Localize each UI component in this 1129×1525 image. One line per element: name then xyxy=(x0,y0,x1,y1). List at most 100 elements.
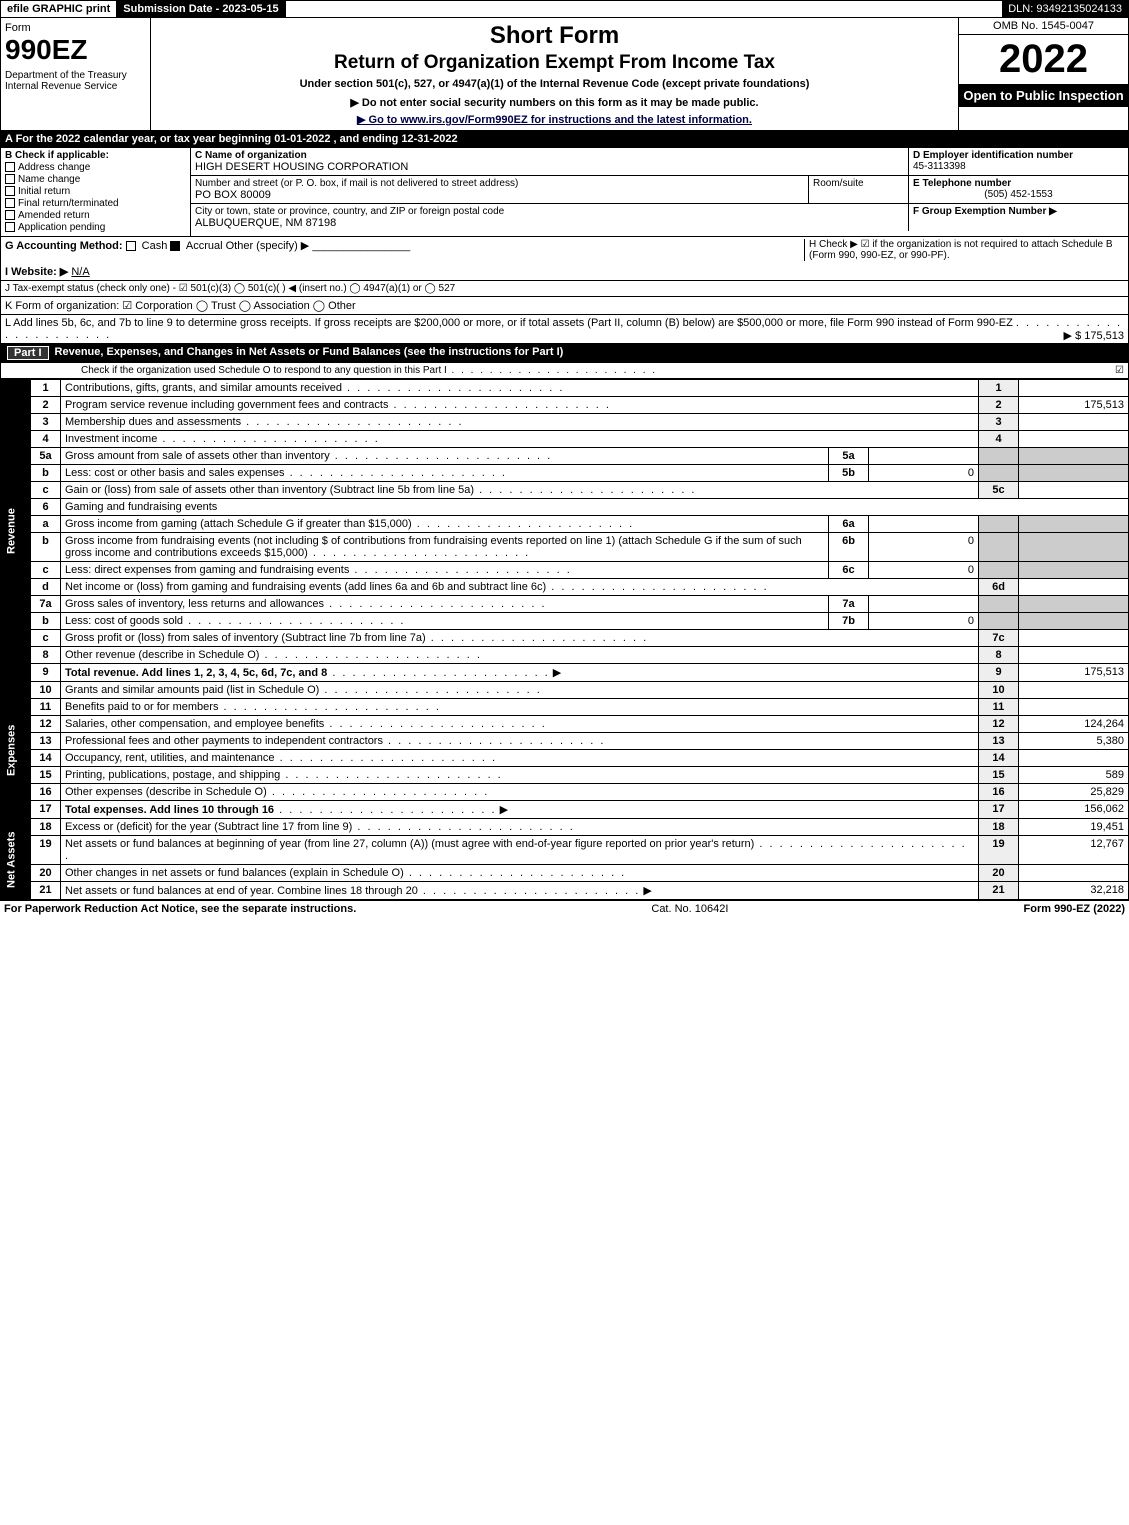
checkbox-icon[interactable] xyxy=(5,210,15,220)
sub-box: 5b xyxy=(829,465,869,482)
checkbox-icon[interactable] xyxy=(5,186,15,196)
line-box: 17 xyxy=(979,801,1019,819)
table-row: 3Membership dues and assessments3 xyxy=(1,414,1129,431)
chk-address: Address change xyxy=(5,162,186,173)
line-desc: Net income or (loss) from gaming and fun… xyxy=(61,579,979,596)
line-number: 13 xyxy=(31,733,61,750)
form-title-block: Short Form Return of Organization Exempt… xyxy=(151,18,958,130)
tax-year: 2022 xyxy=(959,35,1128,84)
line-l-amount: ▶ $ 175,513 xyxy=(1064,329,1124,342)
col-b-label: B Check if applicable: xyxy=(5,150,109,161)
checkbox-icon[interactable] xyxy=(5,198,15,208)
street-value: PO BOX 80009 xyxy=(195,189,804,201)
table-row: cGain or (loss) from sale of assets othe… xyxy=(1,482,1129,499)
checkbox-icon[interactable] xyxy=(5,174,15,184)
irs-link[interactable]: ▶ Go to www.irs.gov/Form990EZ for instru… xyxy=(357,114,752,126)
checkbox-icon[interactable] xyxy=(126,241,136,251)
section-label: Revenue xyxy=(1,380,31,682)
sub-amount xyxy=(869,448,979,465)
line-number: c xyxy=(31,562,61,579)
line-number: b xyxy=(31,533,61,562)
line-box: 3 xyxy=(979,414,1019,431)
line-box: 16 xyxy=(979,784,1019,801)
grey-cell xyxy=(979,533,1019,562)
grey-cell xyxy=(1019,516,1129,533)
line-box: 8 xyxy=(979,647,1019,664)
tel-value: (505) 452-1553 xyxy=(913,189,1124,200)
line-desc: Total revenue. Add lines 1, 2, 3, 4, 5c,… xyxy=(61,664,979,682)
line-box: 10 xyxy=(979,682,1019,699)
line-box: 19 xyxy=(979,836,1019,865)
line-amount: 156,062 xyxy=(1019,801,1129,819)
line-number: 5a xyxy=(31,448,61,465)
grey-cell xyxy=(979,596,1019,613)
line-amount xyxy=(1019,630,1129,647)
table-row: 5aGross amount from sale of assets other… xyxy=(1,448,1129,465)
line-number: 11 xyxy=(31,699,61,716)
chk-final: Final return/terminated xyxy=(5,198,186,209)
footer-left: For Paperwork Reduction Act Notice, see … xyxy=(4,903,356,915)
table-row: Revenue1Contributions, gifts, grants, an… xyxy=(1,380,1129,397)
form-meta-block: OMB No. 1545-0047 2022 Open to Public In… xyxy=(958,18,1128,130)
line-number: 10 xyxy=(31,682,61,699)
line-amount: 25,829 xyxy=(1019,784,1129,801)
line-amount: 19,451 xyxy=(1019,819,1129,836)
line-number: a xyxy=(31,516,61,533)
line-desc: Benefits paid to or for members xyxy=(61,699,979,716)
line-number: c xyxy=(31,482,61,499)
line-number: 14 xyxy=(31,750,61,767)
goto-link[interactable]: ▶ Go to www.irs.gov/Form990EZ for instru… xyxy=(155,113,954,126)
line-box: 6d xyxy=(979,579,1019,596)
line-desc: Gross sales of inventory, less returns a… xyxy=(61,596,829,613)
efile-print[interactable]: efile GRAPHIC print xyxy=(1,1,117,17)
open-to-public: Open to Public Inspection xyxy=(959,84,1128,107)
line-box: 15 xyxy=(979,767,1019,784)
section-bcdef: B Check if applicable: Address change Na… xyxy=(0,148,1129,237)
line-number: c xyxy=(31,630,61,647)
line-amount xyxy=(1019,579,1129,596)
line-desc: Program service revenue including govern… xyxy=(61,397,979,414)
line-number: 3 xyxy=(31,414,61,431)
part1-header: Part I Revenue, Expenses, and Changes in… xyxy=(0,344,1129,363)
form-number: 990EZ xyxy=(5,34,146,66)
grey-cell xyxy=(1019,448,1129,465)
line-desc: Professional fees and other payments to … xyxy=(61,733,979,750)
line-amount: 12,767 xyxy=(1019,836,1129,865)
part1-table: Revenue1Contributions, gifts, grants, an… xyxy=(0,379,1129,900)
part-title: Revenue, Expenses, and Changes in Net As… xyxy=(55,346,564,360)
line-box: 13 xyxy=(979,733,1019,750)
line-amount xyxy=(1019,682,1129,699)
subtitle: Under section 501(c), 527, or 4947(a)(1)… xyxy=(155,78,954,90)
line-desc: Total expenses. Add lines 10 through 16 … xyxy=(61,801,979,819)
section-a: A For the 2022 calendar year, or tax yea… xyxy=(0,131,1129,148)
line-box: 5c xyxy=(979,482,1019,499)
line-number: 21 xyxy=(31,882,61,900)
line-desc: Less: direct expenses from gaming and fu… xyxy=(61,562,829,579)
checkbox-icon[interactable] xyxy=(5,162,15,172)
chk-pending: Application pending xyxy=(5,222,186,233)
org-name: HIGH DESERT HOUSING CORPORATION xyxy=(195,161,904,173)
line-desc: Gross profit or (loss) from sales of inv… xyxy=(61,630,979,647)
footer-cat: Cat. No. 10642I xyxy=(651,903,728,915)
line-number: b xyxy=(31,613,61,630)
page-footer: For Paperwork Reduction Act Notice, see … xyxy=(0,900,1129,917)
line-desc: Salaries, other compensation, and employ… xyxy=(61,716,979,733)
form-id-block: Form 990EZ Department of the Treasury In… xyxy=(1,18,151,130)
line-desc: Less: cost or other basis and sales expe… xyxy=(61,465,829,482)
table-row: 8Other revenue (describe in Schedule O)8 xyxy=(1,647,1129,664)
checkbox-icon[interactable] xyxy=(170,241,180,251)
grey-cell xyxy=(979,448,1019,465)
warning: ▶ Do not enter social security numbers o… xyxy=(155,96,954,109)
sub-amount: 0 xyxy=(869,613,979,630)
form-header: Form 990EZ Department of the Treasury In… xyxy=(0,18,1129,131)
col-b: B Check if applicable: Address change Na… xyxy=(1,148,191,236)
table-row: 7aGross sales of inventory, less returns… xyxy=(1,596,1129,613)
line-desc: Grants and similar amounts paid (list in… xyxy=(61,682,979,699)
line-j: J Tax-exempt status (check only one) - ☑… xyxy=(1,280,1128,296)
checkbox-icon[interactable] xyxy=(5,222,15,232)
table-row: bLess: cost or other basis and sales exp… xyxy=(1,465,1129,482)
line-amount xyxy=(1019,865,1129,882)
chk-name: Name change xyxy=(5,174,186,185)
line-amount: 32,218 xyxy=(1019,882,1129,900)
ein-label: D Employer identification number xyxy=(913,150,1124,161)
